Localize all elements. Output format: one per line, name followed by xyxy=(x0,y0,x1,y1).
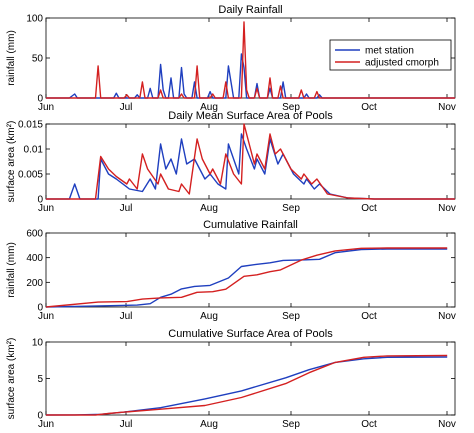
chart-panel-2: Daily Mean Surface Area of Pools 0 0.005 0.… xyxy=(6,110,456,214)
x-tick-label: Oct xyxy=(361,102,377,113)
chart-title: Cumulative Surface Area of Pools xyxy=(168,328,333,340)
chart-title: Daily Rainfall xyxy=(218,4,282,16)
x-tick-label: Nov xyxy=(438,419,456,430)
x-tick-label: Sep xyxy=(282,203,300,214)
chart-title: Cumulative Rainfall xyxy=(203,219,298,231)
series-line-adjusted-cmorph xyxy=(45,247,448,308)
y-tick-label: 400 xyxy=(26,253,43,264)
y-axis-label: surface area (km²) xyxy=(6,121,17,203)
x-tick-label: Oct xyxy=(361,419,377,430)
y-tick-label: 0 xyxy=(37,411,43,422)
x-tick-label: Jul xyxy=(120,203,133,214)
x-tick-label: Jun xyxy=(38,311,54,322)
legend-box xyxy=(329,39,452,71)
x-tick-label: Aug xyxy=(200,419,218,430)
x-tick-label: Nov xyxy=(438,311,456,322)
y-axis-label: rainfall (mm) xyxy=(6,242,17,298)
x-tick-label: Jul xyxy=(120,102,133,113)
y-tick-label: 600 xyxy=(26,229,43,240)
plot-frame xyxy=(45,123,456,200)
y-tick-label: 200 xyxy=(26,278,43,289)
x-tick-label: Sep xyxy=(282,311,300,322)
y-tick-label: 50 xyxy=(32,54,44,65)
series-line-adjusted-cmorph xyxy=(46,123,455,200)
y-tick-label: 0.015 xyxy=(18,120,43,131)
series-line-adjusted-cmorph xyxy=(46,21,455,99)
y-tick-label: 0.005 xyxy=(18,170,43,181)
y-tick-label: 0 xyxy=(37,195,43,206)
y-tick-label: 0.01 xyxy=(24,145,44,156)
x-tick-label: Oct xyxy=(361,203,377,214)
x-tick-label: Jun xyxy=(38,419,54,430)
chart-panel-3: Cumulative Rainfall 0 200 400 600 Jun Jul Aug Se… xyxy=(6,219,456,322)
x-tick-label: Sep xyxy=(282,419,300,430)
x-tick-label: Sep xyxy=(282,102,300,113)
x-tick-label: Jun xyxy=(38,102,54,113)
y-axis-label: surface area (km²) xyxy=(6,338,17,420)
series-line-met-station xyxy=(45,248,448,308)
x-tick-label: Aug xyxy=(200,102,218,113)
y-tick-label: 5 xyxy=(37,374,43,385)
y-tick-label: 0 xyxy=(37,303,43,314)
plot-frame xyxy=(45,232,456,308)
y-tick-label: 10 xyxy=(32,338,44,349)
chart-title: Daily Mean Surface Area of Pools xyxy=(168,110,333,122)
chart-panel-4: Cumulative Surface Area of Pools 0 5 10 Jun J… xyxy=(6,328,456,430)
series-line-adjusted-cmorph xyxy=(46,354,448,416)
plot-frame xyxy=(45,341,456,416)
x-tick-label: Nov xyxy=(438,102,456,113)
legend-label: adjusted cmorph xyxy=(365,58,439,69)
x-tick-label: Nov xyxy=(438,203,456,214)
series-line-met-station xyxy=(46,133,455,200)
x-tick-label: Jul xyxy=(120,311,133,322)
y-tick-label: 100 xyxy=(26,14,43,25)
y-tick-label: 0 xyxy=(37,94,43,105)
legend-label: met station xyxy=(365,46,414,57)
y-axis-label: rainfall (mm) xyxy=(6,30,17,86)
x-tick-label: Aug xyxy=(200,311,218,322)
chart-panel-1: Daily Rainfall 0 50 100 Jun Jul Aug Sep Oct Nov ra… xyxy=(6,4,456,113)
x-tick-label: Jun xyxy=(38,203,54,214)
x-tick-label: Aug xyxy=(200,203,218,214)
x-tick-label: Jul xyxy=(120,419,133,430)
x-tick-label: Oct xyxy=(361,311,377,322)
